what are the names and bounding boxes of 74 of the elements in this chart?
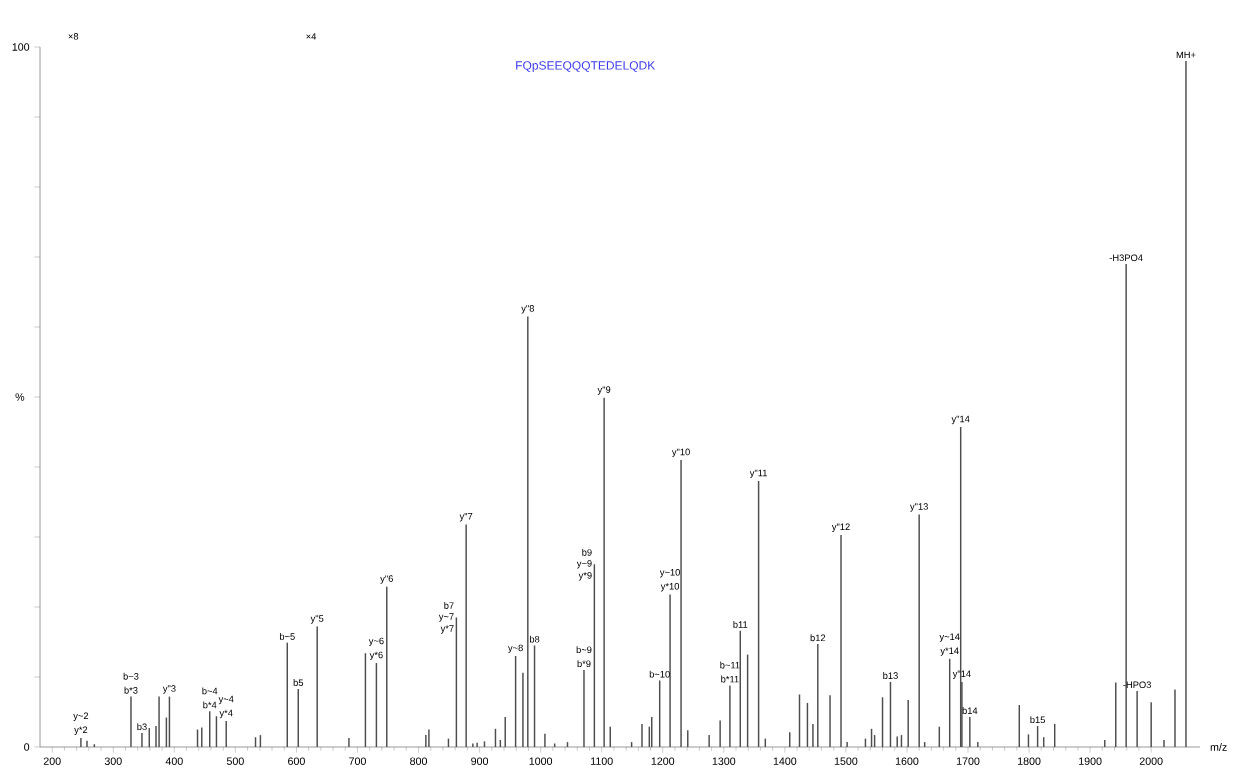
x-tick-label: 800 [410, 757, 428, 765]
annotation: b5 [293, 679, 304, 686]
annotation: y"5 [310, 615, 324, 624]
annotation: y"7 [459, 513, 473, 522]
annotation: b*4 [203, 701, 217, 709]
annotation: y"11 [749, 469, 767, 479]
annotation: y~10 [659, 569, 680, 578]
annotation: y"10 [671, 448, 690, 458]
x-tick-label: 1200 [651, 757, 675, 765]
x-tick-label: 1600 [895, 757, 919, 765]
annotation: b~10 [649, 670, 670, 678]
annotation: y~2 [73, 712, 89, 721]
annotation: y*9 [578, 572, 592, 581]
annotation: b~5 [279, 632, 295, 640]
annotation: y"9 [597, 386, 611, 395]
annotation: b7 [444, 602, 454, 609]
x-tick-label: 1500 [834, 757, 858, 765]
annotation: y"3 [162, 685, 176, 694]
annotation: y~9 [576, 560, 592, 569]
annotation: y"6 [380, 575, 393, 584]
annotation: -H3PO4 [1109, 254, 1143, 262]
x-tick-label: 500 [226, 757, 244, 765]
annotation: b*11 [721, 675, 739, 683]
annotation: MH+ [1176, 51, 1196, 59]
annotation: y~14 [939, 633, 960, 642]
annotation: y"13 [910, 503, 928, 512]
annotation: b15 [1030, 716, 1045, 724]
annotation: y~7 [438, 613, 454, 622]
annotation: y*7 [440, 625, 454, 634]
y-axis-title: % [15, 393, 25, 401]
x-tick-label: 1400 [773, 757, 797, 765]
annotation: b3 [137, 723, 147, 731]
annotation: y"14 [951, 415, 970, 425]
annotation: b~11 [720, 661, 740, 669]
text: ×8 [68, 33, 79, 40]
x-tick-label: 1700 [956, 757, 980, 765]
text: ×4 [306, 33, 317, 40]
annotation: y*4 [219, 709, 233, 719]
annotation: b~3 [123, 672, 139, 680]
x-axis-title: m/z [1210, 743, 1227, 751]
annotation: b~4 [202, 687, 218, 695]
annotation: y~8 [507, 644, 523, 654]
x-tick-label: 1100 [591, 757, 613, 765]
annotation: y~6 [368, 637, 384, 647]
x-tick-label: 1800 [1018, 757, 1041, 765]
x-tick-label: 200 [43, 757, 61, 765]
annotation: b14 [962, 707, 978, 714]
annotation: y*2 [74, 726, 88, 735]
x-tick-label: 1900 [1079, 757, 1102, 765]
x-tick-label: 2000 [1139, 757, 1163, 765]
y-tick-label: 100 [12, 43, 30, 51]
annotation: y*6 [369, 651, 383, 661]
annotation: b*3 [124, 686, 138, 694]
annotation: b*9 [577, 660, 591, 668]
text: FQpSEEQQQTEDELQDK [516, 61, 656, 73]
x-tick-label: 1300 [712, 757, 736, 765]
x-tick-label: 400 [165, 757, 183, 765]
annotation: b12 [810, 634, 826, 642]
x-tick-label: 600 [288, 757, 305, 765]
x-tick-label: 700 [349, 757, 366, 765]
annotation: b~9 [576, 646, 592, 654]
y-tick-label: 0 [24, 743, 30, 751]
x-tick-label: 900 [471, 757, 489, 765]
annotation: y*10 [660, 583, 680, 592]
annotation: b8 [529, 635, 540, 643]
annotation: y*14 [940, 647, 959, 656]
annotation: b13 [883, 672, 898, 679]
annotation: b11 [733, 621, 748, 628]
annotation: y"12 [831, 523, 850, 532]
x-tick-label: 1000 [529, 757, 553, 765]
annotation: b9 [582, 548, 592, 556]
annotation: y"8 [521, 305, 534, 314]
annotation: y~4 [218, 695, 234, 705]
x-tick-label: 300 [104, 757, 122, 765]
